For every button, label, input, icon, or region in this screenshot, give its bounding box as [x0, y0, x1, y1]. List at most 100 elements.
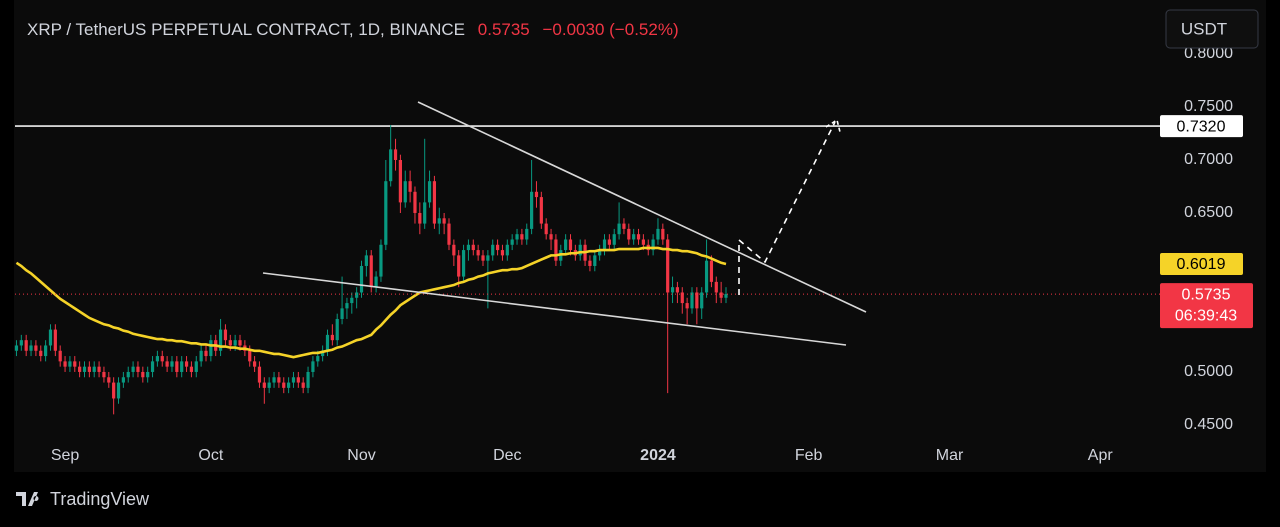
projection-arrowhead	[825, 118, 841, 133]
candle-body	[432, 181, 437, 224]
candle-body	[675, 287, 680, 293]
brand-logo[interactable]: TradingView	[16, 489, 150, 509]
candle-body	[39, 350, 43, 357]
candle-body	[19, 340, 23, 346]
candle-body	[651, 239, 655, 251]
candle-body	[461, 250, 466, 277]
candle-body	[306, 371, 310, 388]
candle-body	[126, 371, 130, 378]
candle-body	[495, 244, 500, 251]
candle-body	[218, 329, 223, 351]
candle-body	[194, 361, 198, 372]
candle-body	[34, 345, 38, 351]
chart-title: XRP / TetherUS PERPETUAL CONTRACT, 1D, B…	[27, 20, 679, 39]
candle-body	[379, 244, 383, 277]
candle-body	[68, 361, 72, 367]
x-tick-label: Oct	[198, 447, 223, 464]
y-tick-label: 0.7500	[1184, 98, 1233, 115]
candle-body	[97, 366, 101, 372]
x-tick-label: 2024	[640, 447, 676, 464]
candle-body	[680, 292, 684, 304]
candle-body	[184, 361, 189, 367]
candle-body	[554, 239, 558, 261]
x-tick-label: Dec	[493, 447, 521, 464]
candle-body	[544, 223, 548, 235]
brand-name[interactable]: TradingView	[50, 489, 150, 509]
candle-body	[340, 308, 344, 319]
candle-body	[656, 228, 660, 240]
candle-body	[704, 260, 709, 293]
countdown: 06:39:43	[1175, 307, 1237, 324]
candle-body	[233, 340, 237, 346]
candle-body	[510, 239, 514, 245]
candle-body	[112, 382, 116, 399]
candle-body	[627, 228, 631, 240]
candle-body	[564, 239, 568, 251]
projection-path	[738, 121, 836, 295]
price-label: 0.5735	[1182, 286, 1231, 303]
candle-body	[457, 255, 461, 277]
candle-body	[636, 234, 641, 240]
candle-body	[355, 292, 359, 298]
upper-trendline	[417, 101, 867, 313]
candle-body	[408, 181, 412, 192]
candle-body	[500, 250, 505, 256]
candle-body	[29, 345, 33, 351]
candle-body	[423, 202, 427, 224]
symbol: XRP / TetherUS PERPETUAL CONTRACT, 1D, B…	[27, 20, 465, 39]
candle-body	[476, 250, 480, 256]
candle-body	[515, 234, 519, 240]
candle-body	[287, 382, 291, 388]
price-label-box	[1160, 283, 1253, 329]
candle-body	[622, 223, 626, 229]
level-label: 0.7320	[1177, 118, 1226, 135]
candle-body	[578, 244, 582, 256]
candle-body	[160, 356, 164, 362]
candle-body	[48, 329, 53, 346]
currency-button-frame[interactable]	[1165, 9, 1259, 49]
candle-body	[291, 377, 296, 383]
candle-body	[170, 361, 174, 367]
candle-body	[58, 350, 62, 362]
candle-body	[700, 292, 704, 309]
currency-label[interactable]: USDT	[1181, 19, 1227, 38]
candle-body	[505, 244, 509, 256]
candle-body	[121, 377, 125, 383]
x-tick-label: Feb	[795, 447, 823, 464]
candle-body	[252, 361, 257, 367]
candle-body	[199, 350, 203, 362]
candle-body	[238, 340, 242, 346]
x-tick-label: Apr	[1088, 447, 1114, 464]
currency-button[interactable]: USDT	[1165, 9, 1259, 49]
candle-body	[709, 260, 714, 282]
y-tick-label: 0.4500	[1184, 416, 1233, 433]
candle-body	[87, 366, 91, 372]
candle-body	[607, 239, 611, 245]
candle-body	[612, 234, 616, 245]
candle-body	[107, 377, 111, 383]
candle-body	[316, 356, 320, 362]
candle-body	[724, 294, 728, 298]
candle-body	[73, 361, 77, 367]
candle-body	[44, 345, 48, 357]
candle-body	[102, 371, 106, 378]
candle-body	[549, 234, 553, 240]
candle-body	[413, 191, 417, 213]
candle-body	[228, 340, 232, 346]
y-tick-label: 0.6500	[1184, 204, 1233, 221]
candle-body	[296, 377, 300, 383]
candle-body	[588, 260, 592, 266]
candle-body	[695, 292, 699, 309]
candle-body	[131, 366, 135, 372]
candle-body	[248, 350, 252, 362]
candle-body	[311, 361, 315, 372]
candle-body	[141, 371, 145, 378]
candle-body	[350, 297, 354, 304]
candle-body	[204, 350, 208, 357]
y-tick-label: 0.5000	[1184, 363, 1233, 380]
candle-body	[486, 255, 490, 261]
candle-body	[666, 239, 670, 293]
candle-body	[568, 239, 573, 251]
